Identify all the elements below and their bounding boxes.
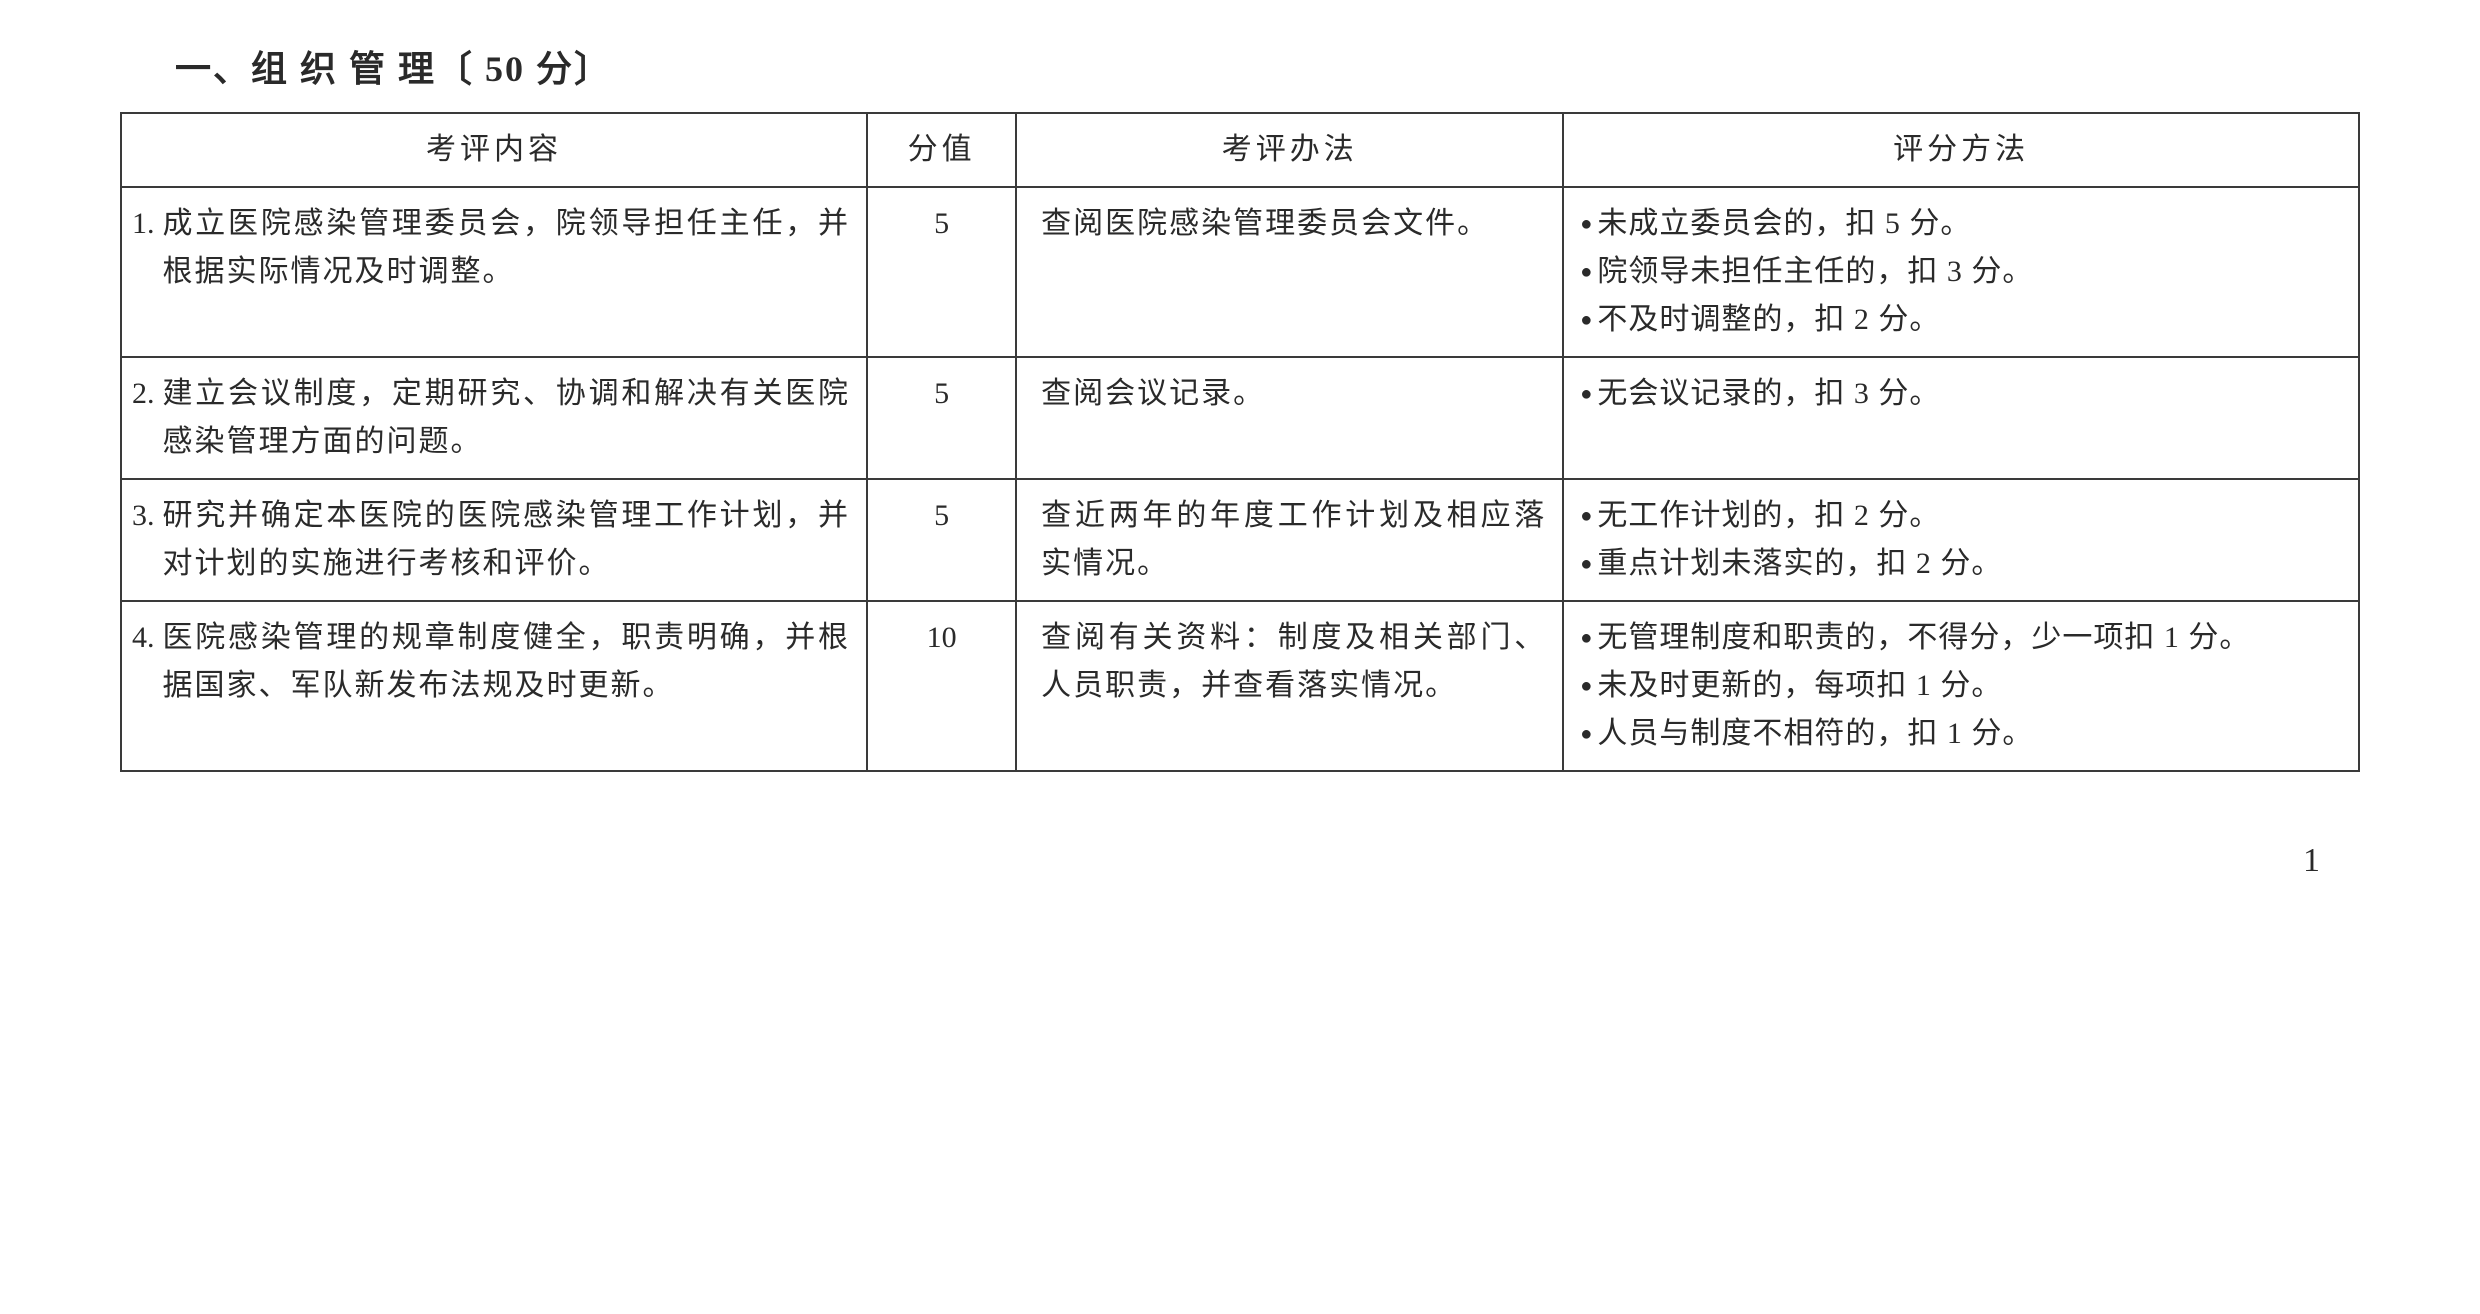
scoring-cell: ●无管理制度和职责的，不得分，少一项扣 1 分。●未及时更新的，每项扣 1 分。… — [1563, 601, 2359, 771]
scoring-bullet-line: ●重点计划未落实的，扣 2 分。 — [1580, 540, 2342, 588]
title-score: 50 分 — [474, 49, 574, 89]
scoring-bullet-line: ●不及时调整的，扣 2 分。 — [1580, 296, 2342, 344]
score-cell: 5 — [867, 357, 1016, 479]
scoring-cell: ●无会议记录的，扣 3 分。 — [1563, 357, 2359, 479]
content-cell: 2.建立会议制度，定期研究、协调和解决有关医院感染管理方面的问题。 — [121, 357, 867, 479]
page-number: 1 — [120, 842, 2360, 880]
scoring-text: 不及时调整的，扣 2 分。 — [1597, 296, 2342, 344]
scoring-bullet-line: ●人员与制度不相符的，扣 1 分。 — [1580, 710, 2342, 758]
scoring-bullet-line: ●无工作计划的，扣 2 分。 — [1580, 492, 2342, 540]
bullet-icon: ● — [1580, 540, 1597, 588]
row-content-text: 成立医院感染管理委员会，院领导担任主任，并根据实际情况及时调整。 — [163, 200, 851, 296]
method-cell: 查近两年的年度工作计划及相应落实情况。 — [1016, 479, 1563, 601]
scoring-text: 重点计划未落实的，扣 2 分。 — [1597, 540, 2342, 588]
scoring-bullet-line: ●院领导未担任主任的，扣 3 分。 — [1580, 248, 2342, 296]
table-row: 1.成立医院感染管理委员会，院领导担任主任，并根据实际情况及时调整。5查阅医院感… — [121, 187, 2359, 357]
table-row: 4.医院感染管理的规章制度健全，职责明确，并根据国家、军队新发布法规及时更新。1… — [121, 601, 2359, 771]
scoring-bullet-line: ●未及时更新的，每项扣 1 分。 — [1580, 662, 2342, 710]
scoring-bullet-line: ●未成立委员会的，扣 5 分。 — [1580, 200, 2342, 248]
title-prefix: 一、组 织 管 理〔 — [175, 49, 474, 89]
header-score: 分值 — [867, 113, 1016, 187]
content-cell: 4.医院感染管理的规章制度健全，职责明确，并根据国家、军队新发布法规及时更新。 — [121, 601, 867, 771]
title-suffix: 〕 — [574, 49, 612, 89]
content-cell: 1.成立医院感染管理委员会，院领导担任主任，并根据实际情况及时调整。 — [121, 187, 867, 357]
scoring-cell: ●未成立委员会的，扣 5 分。●院领导未担任主任的，扣 3 分。●不及时调整的，… — [1563, 187, 2359, 357]
row-number: 4. — [132, 614, 163, 710]
scoring-text: 无会议记录的，扣 3 分。 — [1597, 370, 2342, 418]
scoring-bullet-line: ●无会议记录的，扣 3 分。 — [1580, 370, 2342, 418]
bullet-icon: ● — [1580, 370, 1597, 418]
scoring-bullet-line: ●无管理制度和职责的，不得分，少一项扣 1 分。 — [1580, 614, 2342, 662]
row-number: 3. — [132, 492, 163, 588]
row-content-text: 建立会议制度，定期研究、协调和解决有关医院感染管理方面的问题。 — [163, 370, 851, 466]
bullet-icon: ● — [1580, 662, 1597, 710]
method-cell: 查阅会议记录。 — [1016, 357, 1563, 479]
header-method: 考评办法 — [1016, 113, 1563, 187]
bullet-icon: ● — [1580, 248, 1597, 296]
table-row: 2.建立会议制度，定期研究、协调和解决有关医院感染管理方面的问题。5查阅会议记录… — [121, 357, 2359, 479]
evaluation-table: 考评内容 分值 考评办法 评分方法 1.成立医院感染管理委员会，院领导担任主任，… — [120, 112, 2360, 772]
scoring-text: 无管理制度和职责的，不得分，少一项扣 1 分。 — [1597, 614, 2342, 662]
bullet-icon: ● — [1580, 710, 1597, 758]
score-cell: 5 — [867, 187, 1016, 357]
table-header-row: 考评内容 分值 考评办法 评分方法 — [121, 113, 2359, 187]
scoring-text: 院领导未担任主任的，扣 3 分。 — [1597, 248, 2342, 296]
section-title: 一、组 织 管 理〔 50 分〕 — [175, 40, 2360, 92]
score-cell: 5 — [867, 479, 1016, 601]
scoring-cell: ●无工作计划的，扣 2 分。●重点计划未落实的，扣 2 分。 — [1563, 479, 2359, 601]
row-content-text: 研究并确定本医院的医院感染管理工作计划，并对计划的实施进行考核和评价。 — [163, 492, 851, 588]
bullet-icon: ● — [1580, 614, 1597, 662]
bullet-icon: ● — [1580, 200, 1597, 248]
row-number: 2. — [132, 370, 163, 466]
scoring-text: 人员与制度不相符的，扣 1 分。 — [1597, 710, 2342, 758]
scoring-text: 未成立委员会的，扣 5 分。 — [1597, 200, 2342, 248]
scoring-text: 无工作计划的，扣 2 分。 — [1597, 492, 2342, 540]
score-cell: 10 — [867, 601, 1016, 771]
method-cell: 查阅有关资料：制度及相关部门、人员职责，并查看落实情况。 — [1016, 601, 1563, 771]
table-row: 3.研究并确定本医院的医院感染管理工作计划，并对计划的实施进行考核和评价。5查近… — [121, 479, 2359, 601]
header-content: 考评内容 — [121, 113, 867, 187]
bullet-icon: ● — [1580, 296, 1597, 344]
method-cell: 查阅医院感染管理委员会文件。 — [1016, 187, 1563, 357]
row-content-text: 医院感染管理的规章制度健全，职责明确，并根据国家、军队新发布法规及时更新。 — [163, 614, 851, 710]
bullet-icon: ● — [1580, 492, 1597, 540]
table-body: 1.成立医院感染管理委员会，院领导担任主任，并根据实际情况及时调整。5查阅医院感… — [121, 187, 2359, 771]
scoring-text: 未及时更新的，每项扣 1 分。 — [1597, 662, 2342, 710]
content-cell: 3.研究并确定本医院的医院感染管理工作计划，并对计划的实施进行考核和评价。 — [121, 479, 867, 601]
row-number: 1. — [132, 200, 163, 296]
header-scoring: 评分方法 — [1563, 113, 2359, 187]
